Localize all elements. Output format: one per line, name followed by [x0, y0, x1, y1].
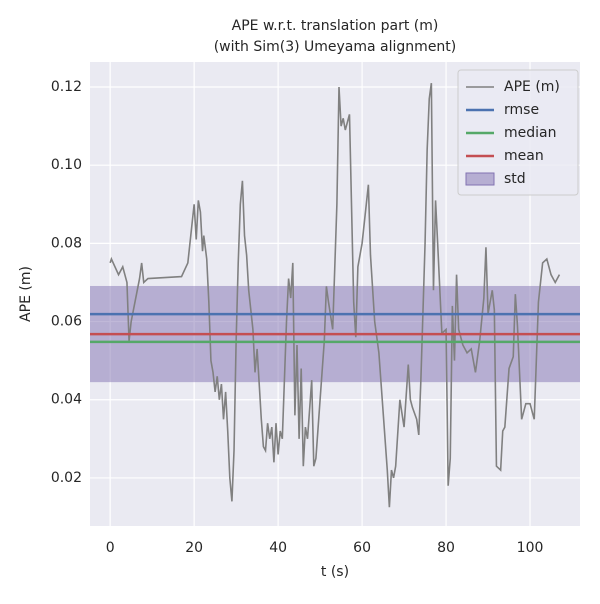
legend-label: median: [504, 125, 556, 141]
plot: [90, 83, 580, 508]
y-tick-label: 0.08: [51, 235, 82, 251]
x-tick-label: 80: [437, 540, 455, 556]
legend-label: APE (m): [504, 79, 560, 95]
x-tick-label: 20: [185, 540, 203, 556]
legend-label: mean: [504, 148, 544, 164]
legend-label: std: [504, 171, 526, 187]
chart-title: APE w.r.t. translation part (m): [232, 18, 439, 34]
x-tick-label: 0: [106, 540, 115, 556]
y-tick-label: 0.10: [51, 157, 82, 173]
legend: APE (m) rmse median mean std: [457, 69, 579, 196]
x-tick-label: 100: [517, 540, 544, 556]
y-tick-label: 0.06: [51, 314, 82, 330]
x-axis-label: t (s): [321, 564, 349, 580]
y-tick-label: 0.04: [51, 392, 82, 408]
ape-line: [109, 83, 561, 508]
y-tick-label: 0.12: [51, 79, 82, 95]
legend-box: [457, 69, 579, 196]
x-tick-label: 40: [269, 540, 287, 556]
legend-label: rmse: [504, 102, 539, 118]
chart-subtitle: (with Sim(3) Umeyama alignment): [214, 39, 457, 55]
y-tick-label: 0.02: [51, 470, 82, 486]
x-tick-label: 60: [353, 540, 371, 556]
y-axis-label: APE (m): [18, 266, 34, 322]
legend-swatch: [465, 172, 495, 186]
